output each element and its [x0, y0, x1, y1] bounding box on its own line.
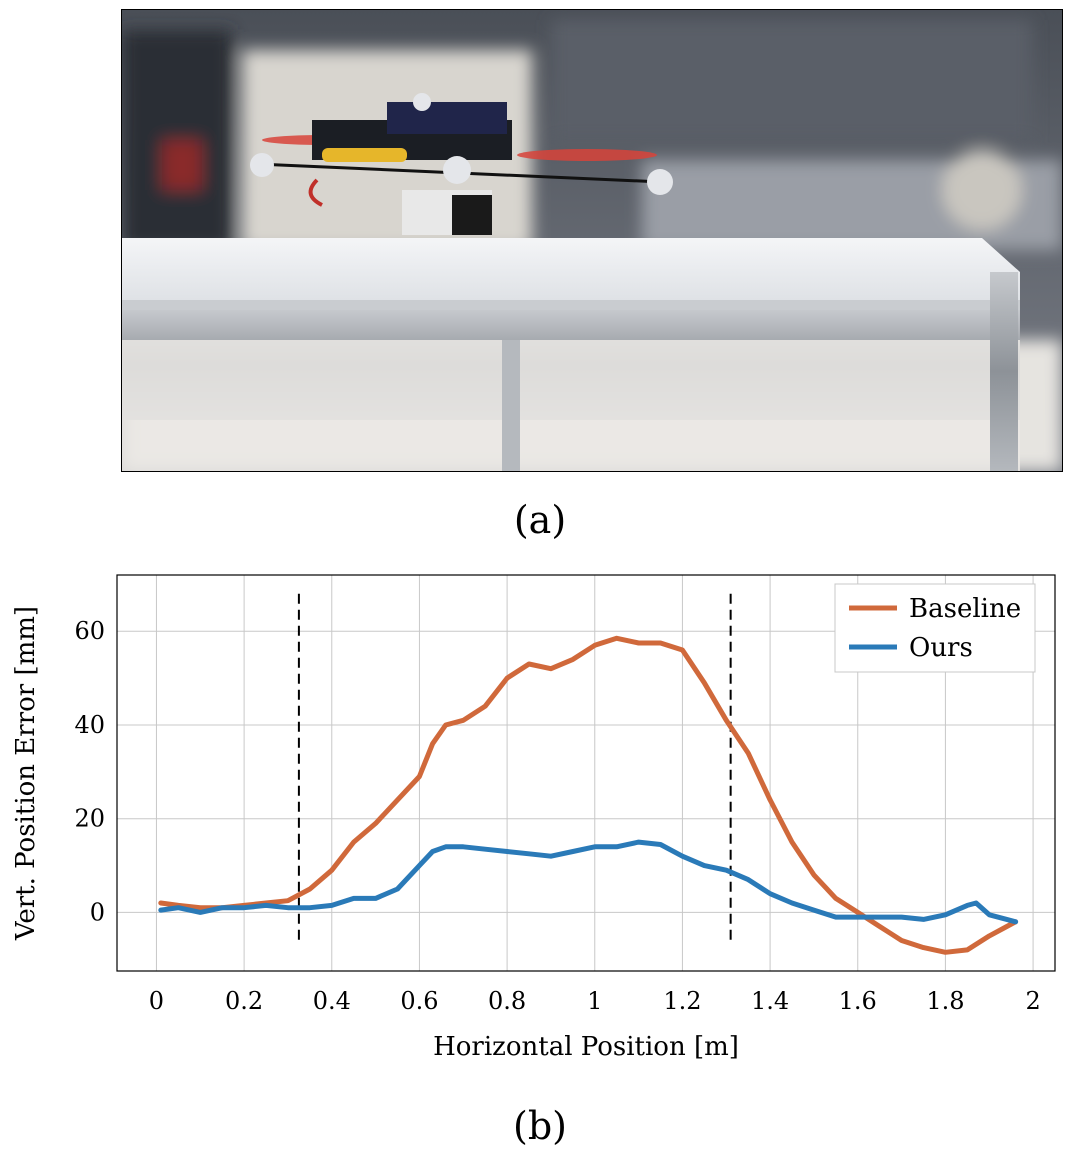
y-tick-label: 60 [74, 617, 105, 645]
x-tick-labels: 0 0.2 0.4 0.6 0.8 1 1.2 1.4 1.6 1.8 2 [149, 987, 1041, 1015]
x-tick-label: 0.8 [488, 987, 526, 1015]
x-tick-label: 1.8 [926, 987, 964, 1015]
legend-label: Ours [909, 633, 973, 663]
x-tick-label: 1.6 [839, 987, 877, 1015]
x-tick-label: 1.2 [663, 987, 701, 1015]
legend: Baseline Ours [834, 583, 1036, 673]
x-tick-label: 0.2 [225, 987, 263, 1015]
y-tick-label: 20 [74, 805, 105, 833]
drone-photo [121, 9, 1063, 472]
y-tick-labels: 0 20 40 60 [74, 617, 105, 926]
x-axis-label: Horizontal Position [m] [433, 1032, 739, 1062]
series-lines [158, 635, 1019, 955]
y-tick-label: 0 [90, 898, 105, 926]
position-error-chart: 0 0.2 0.4 0.6 0.8 1 1.2 1.4 1.6 1.8 2 0 20 40 60 Hori… [11, 574, 1056, 1062]
y-axis-label: Vert. Position Error [mm] [11, 606, 41, 941]
x-tick-label: 1 [587, 987, 602, 1015]
caption-b: (b) [513, 1104, 567, 1148]
legend-box [834, 583, 1036, 673]
drone-photo-illustration [122, 10, 1062, 471]
x-tick-label: 0 [149, 987, 164, 1015]
y-tick-label: 40 [74, 711, 105, 739]
series-line-baseline [158, 635, 1019, 955]
vertical-markers [297, 593, 732, 946]
x-tick-label: 0.6 [400, 987, 438, 1015]
caption-a: (a) [513, 498, 567, 542]
x-tick-label: 1.4 [751, 987, 789, 1015]
plot-frame [116, 574, 1056, 972]
x-tick-label: 0.4 [313, 987, 351, 1015]
legend-label: Baseline [909, 594, 1021, 624]
x-tick-label: 2 [1025, 987, 1040, 1015]
series-line-ours [158, 839, 1019, 925]
